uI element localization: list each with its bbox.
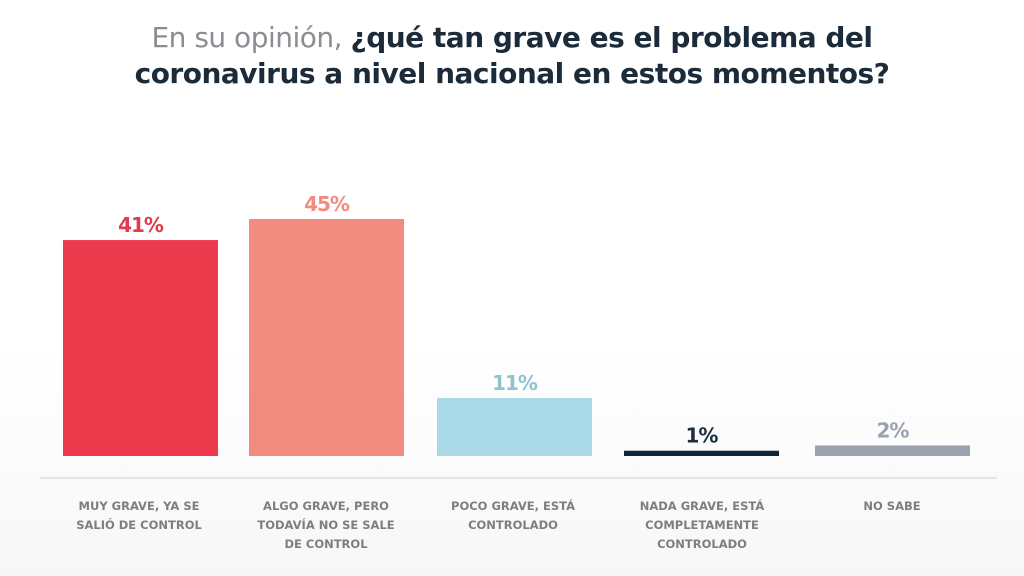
value-label-1: 41%: [118, 213, 164, 237]
value-label-4: 1%: [686, 424, 719, 448]
value-label-2: 45%: [304, 192, 350, 216]
category-label-2-line-3: DE CONTROL: [284, 537, 368, 551]
bar-3: [437, 398, 592, 456]
category-label-4-line-2: COMPLETAMENTE: [645, 518, 759, 532]
bar-2: [249, 219, 404, 456]
bar-1: [63, 240, 218, 456]
value-labels-group: 41% 45% 11% 1% 2%: [118, 192, 910, 448]
chart-title: En su opinión, ¿qué tan grave es el prob…: [0, 20, 1024, 92]
chart-title-line-2: coronavirus a nivel nacional en estos mo…: [134, 57, 890, 90]
category-label-4-line-3: CONTROLADO: [657, 537, 747, 551]
chart-title-emphasis-1: ¿qué tan grave es el problema del: [350, 21, 873, 54]
category-label-2-line-1: ALGO GRAVE, PERO: [263, 499, 389, 513]
category-label-3-line-1: POCO GRAVE, ESTÁ: [451, 498, 575, 513]
bar-5: [815, 445, 970, 456]
category-label-3-line-2: CONTROLADO: [468, 518, 558, 532]
value-label-3: 11%: [492, 371, 538, 395]
value-label-5: 2%: [877, 418, 910, 442]
chart-title-line-1: En su opinión, ¿qué tan grave es el prob…: [0, 20, 1024, 56]
category-label-1-line-2: SALIÓ DE CONTROL: [76, 517, 202, 532]
category-label-5-line-1: NO SABE: [863, 499, 920, 513]
bar-4: [624, 450, 779, 456]
bars-group: [63, 219, 970, 456]
category-labels-group: MUY GRAVE, YA SE SALIÓ DE CONTROL ALGO GRA…: [76, 498, 921, 551]
category-label-2-line-2: TODAVÍA NO SE SALE: [257, 517, 394, 532]
category-label-4-line-1: NADA GRAVE, ESTÁ: [640, 498, 765, 513]
chart-title-prefix: En su opinión,: [151, 21, 343, 54]
category-label-1-line-1: MUY GRAVE, YA SE: [79, 499, 200, 513]
